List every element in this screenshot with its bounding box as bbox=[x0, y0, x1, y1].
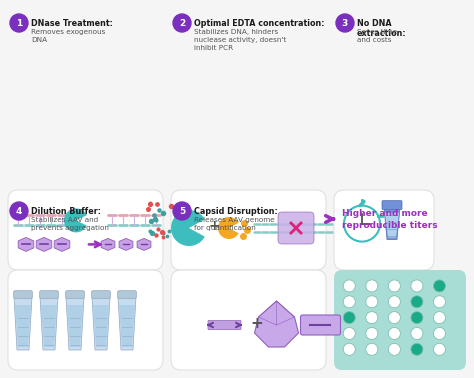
Text: Higher and more
reproducible titers: Higher and more reproducible titers bbox=[342, 209, 438, 230]
Polygon shape bbox=[15, 305, 31, 347]
FancyBboxPatch shape bbox=[334, 270, 466, 370]
Polygon shape bbox=[171, 210, 205, 246]
FancyBboxPatch shape bbox=[171, 270, 326, 370]
Polygon shape bbox=[101, 239, 115, 250]
FancyBboxPatch shape bbox=[39, 291, 58, 299]
Circle shape bbox=[411, 327, 423, 339]
Circle shape bbox=[388, 296, 401, 308]
Circle shape bbox=[343, 343, 356, 355]
Text: DNase Treatment:: DNase Treatment: bbox=[31, 19, 113, 28]
Circle shape bbox=[433, 327, 446, 339]
FancyBboxPatch shape bbox=[334, 190, 434, 270]
Circle shape bbox=[366, 296, 378, 308]
Circle shape bbox=[336, 14, 354, 32]
Polygon shape bbox=[218, 217, 238, 239]
Circle shape bbox=[388, 343, 401, 355]
Text: 5: 5 bbox=[179, 206, 185, 215]
Circle shape bbox=[344, 206, 380, 242]
Polygon shape bbox=[64, 208, 87, 232]
Circle shape bbox=[343, 327, 356, 339]
FancyBboxPatch shape bbox=[171, 190, 326, 270]
Text: Optimal EDTA concentration:: Optimal EDTA concentration: bbox=[194, 19, 325, 28]
Circle shape bbox=[343, 280, 356, 292]
Circle shape bbox=[366, 327, 378, 339]
Text: Stabilizes DNA, hinders
nuclease activity, doesn't
inhibit PCR: Stabilizes DNA, hinders nuclease activit… bbox=[194, 29, 286, 51]
Polygon shape bbox=[385, 212, 399, 238]
Polygon shape bbox=[66, 297, 84, 350]
FancyBboxPatch shape bbox=[91, 291, 110, 299]
Text: +: + bbox=[250, 316, 263, 332]
FancyBboxPatch shape bbox=[208, 321, 241, 330]
FancyBboxPatch shape bbox=[8, 270, 163, 370]
FancyBboxPatch shape bbox=[13, 291, 33, 299]
Circle shape bbox=[366, 343, 378, 355]
Polygon shape bbox=[18, 237, 34, 251]
Circle shape bbox=[388, 311, 401, 324]
Circle shape bbox=[343, 296, 356, 308]
Circle shape bbox=[10, 14, 28, 32]
Polygon shape bbox=[384, 208, 400, 240]
Circle shape bbox=[343, 311, 356, 324]
Circle shape bbox=[388, 280, 401, 292]
Text: Stabilizes AAV and
prevents aggregation: Stabilizes AAV and prevents aggregation bbox=[31, 217, 109, 231]
Circle shape bbox=[411, 343, 423, 355]
Text: Removes exogenous
DNA: Removes exogenous DNA bbox=[31, 29, 105, 43]
Polygon shape bbox=[54, 237, 70, 251]
Polygon shape bbox=[14, 297, 32, 350]
Polygon shape bbox=[36, 237, 52, 251]
Text: +: + bbox=[208, 219, 220, 233]
Circle shape bbox=[366, 311, 378, 324]
Polygon shape bbox=[255, 301, 299, 347]
Text: Dilution Buffer:: Dilution Buffer: bbox=[31, 207, 101, 216]
Text: 1: 1 bbox=[16, 19, 22, 28]
Polygon shape bbox=[41, 305, 57, 347]
Circle shape bbox=[433, 343, 446, 355]
Circle shape bbox=[433, 280, 446, 292]
FancyBboxPatch shape bbox=[382, 201, 402, 209]
Polygon shape bbox=[137, 239, 151, 250]
FancyBboxPatch shape bbox=[65, 291, 84, 299]
Circle shape bbox=[433, 311, 446, 324]
FancyBboxPatch shape bbox=[301, 315, 340, 335]
Polygon shape bbox=[40, 297, 58, 350]
Polygon shape bbox=[119, 305, 135, 347]
Polygon shape bbox=[92, 297, 110, 350]
Circle shape bbox=[411, 311, 423, 324]
Text: Releases AAV genome
for quantification: Releases AAV genome for quantification bbox=[194, 217, 275, 231]
Circle shape bbox=[366, 280, 378, 292]
FancyBboxPatch shape bbox=[8, 190, 163, 270]
Text: No DNA
extraction:: No DNA extraction: bbox=[357, 19, 407, 39]
Polygon shape bbox=[118, 297, 136, 350]
Text: Capsid Disruption:: Capsid Disruption: bbox=[194, 207, 278, 216]
Circle shape bbox=[433, 296, 446, 308]
Polygon shape bbox=[119, 239, 133, 250]
Text: 3: 3 bbox=[342, 19, 348, 28]
FancyBboxPatch shape bbox=[278, 212, 314, 244]
Circle shape bbox=[388, 327, 401, 339]
Text: 4: 4 bbox=[16, 206, 22, 215]
Circle shape bbox=[10, 202, 28, 220]
Circle shape bbox=[411, 280, 423, 292]
Polygon shape bbox=[93, 305, 109, 347]
Text: 2: 2 bbox=[179, 19, 185, 28]
FancyBboxPatch shape bbox=[118, 291, 137, 299]
Circle shape bbox=[173, 202, 191, 220]
Text: Saves time
and costs: Saves time and costs bbox=[357, 29, 397, 43]
Circle shape bbox=[173, 14, 191, 32]
Circle shape bbox=[411, 296, 423, 308]
Polygon shape bbox=[67, 305, 83, 347]
